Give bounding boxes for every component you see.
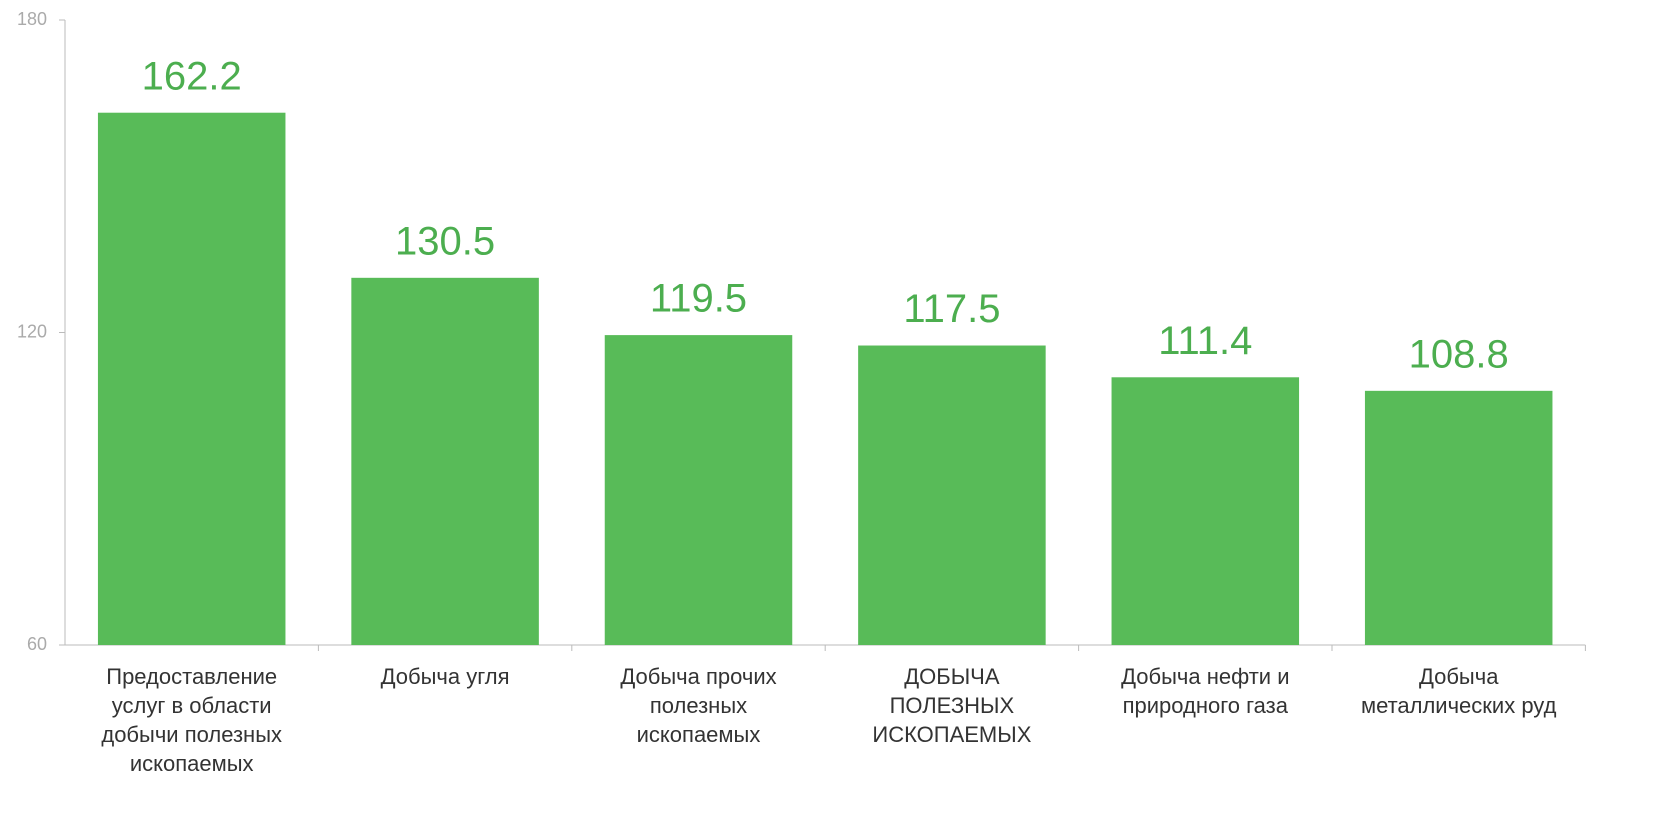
value-label: 130.5 — [395, 219, 495, 263]
value-label: 162.2 — [142, 54, 242, 98]
x-tick-label: Добыча угля — [380, 664, 510, 689]
y-tick-label: 60 — [27, 634, 47, 654]
bar — [1111, 377, 1300, 645]
x-tick-label: Добыча прочих полезных ископаемых — [620, 664, 777, 747]
bar — [858, 345, 1046, 645]
value-label: 119.5 — [650, 277, 747, 321]
value-label: 111.4 — [1158, 319, 1252, 363]
bar — [97, 112, 286, 646]
x-tick-label: ДОБЫЧА ПОЛЕЗНЫХ ИСКОПАЕМЫХ — [872, 664, 1032, 747]
y-tick-label: 180 — [17, 9, 47, 29]
value-label: 108.8 — [1409, 332, 1509, 376]
x-tick-label: Добыча металлических руд — [1360, 664, 1557, 718]
value-label: 117.5 — [903, 287, 1000, 331]
bar — [604, 335, 793, 645]
bar — [1364, 390, 1553, 645]
x-tick-label: Предоставление услуг в области добычи по… — [101, 664, 283, 776]
bar — [351, 277, 539, 645]
x-tick-label: Добыча нефти и природного газа — [1121, 664, 1290, 718]
y-tick-label: 120 — [17, 321, 47, 341]
